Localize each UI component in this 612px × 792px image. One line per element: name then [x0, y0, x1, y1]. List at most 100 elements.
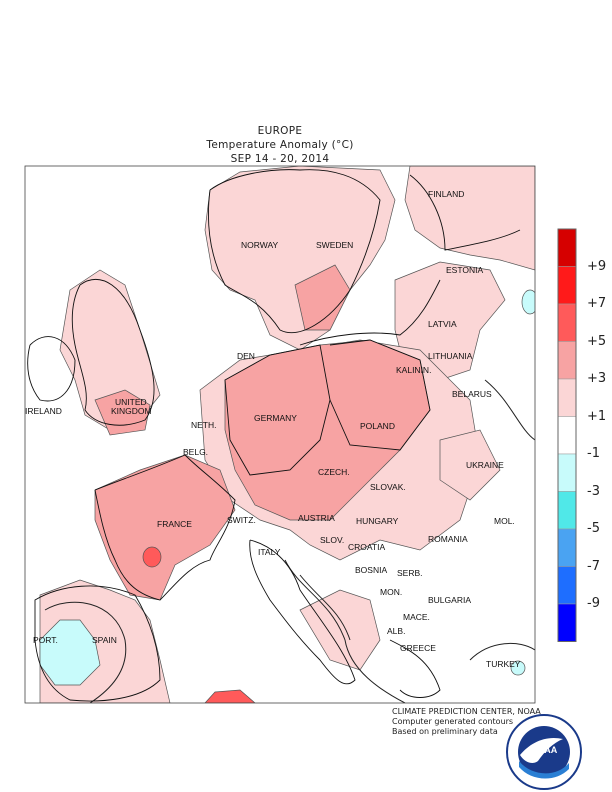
label-mon: MON.	[380, 587, 402, 597]
contour-turkey	[469, 642, 535, 661]
label-port: PORT.	[33, 635, 58, 645]
contour-ukraine-east	[484, 379, 535, 441]
legend-swatch	[557, 266, 577, 305]
coastlines-and-borders	[27, 169, 521, 702]
label-germany: GERMANY	[254, 413, 297, 423]
label-italy: ITALY	[258, 547, 281, 557]
britain-warm-core	[94, 389, 151, 436]
legend-label: +7	[587, 296, 607, 311]
legend-color-bar	[557, 228, 577, 642]
label-france: FRANCE	[157, 519, 192, 529]
iberia-coast	[34, 585, 161, 702]
poland-border	[329, 339, 431, 451]
label-poland: POLAND	[360, 421, 395, 431]
label-alb: ALB.	[387, 626, 405, 636]
ukraine-warm-region	[439, 429, 501, 501]
label-finland: FINLAND	[428, 189, 464, 199]
contour-balkans	[284, 559, 406, 703]
map-title-block: EUROPE Temperature Anomaly (°C) SEP 14 -…	[0, 124, 560, 166]
map-frame	[24, 165, 536, 704]
legend-label: +5	[587, 333, 607, 349]
legend-swatch	[557, 603, 577, 642]
iberia-cool-region	[39, 619, 101, 686]
legend-label: +1	[587, 408, 607, 424]
legend-label: -3	[587, 483, 600, 499]
map-variable-title: Temperature Anomaly (°C)	[206, 139, 354, 151]
contour-balkans-inner	[299, 574, 351, 641]
noaa-logo-bird	[520, 737, 563, 763]
label-switz: SWITZ.	[227, 515, 256, 525]
label-estonia: ESTONIA	[446, 265, 483, 275]
legend-swatch	[557, 491, 577, 530]
label-bulgaria: BULGARIA	[428, 595, 471, 605]
label-united: UNITED	[115, 397, 147, 407]
map-period-title: SEP 14 - 20, 2014	[230, 153, 330, 165]
map-field	[25, 166, 535, 703]
label-serb: SERB.	[397, 568, 423, 578]
uk-coast	[71, 278, 155, 426]
legend-swatch	[557, 566, 577, 605]
contour-iberia	[44, 601, 127, 703]
legend-label: -7	[587, 558, 600, 574]
label-norway: NORWAY	[241, 240, 278, 250]
legend-swatch	[557, 378, 577, 417]
southern-edge-hotspot	[204, 689, 256, 703]
credits-block: CLIMATE PREDICTION CENTER, NOAA Computer…	[392, 707, 541, 737]
label-denmark: DEN	[237, 351, 255, 361]
legend-label: -1	[587, 446, 600, 461]
legend-frame	[557, 228, 577, 642]
label-hungary: HUNGARY	[356, 516, 399, 526]
mediterranean-warm-region	[299, 589, 381, 671]
label-czech: CZECH.	[318, 467, 350, 477]
legend-label: -9	[587, 596, 600, 611]
label-belarus: BELARUS	[452, 389, 492, 399]
map-region-title: EUROPE	[257, 125, 303, 137]
label-spain: SPAIN	[92, 635, 117, 645]
legend-label: +9	[587, 258, 607, 274]
label-kingdom: KINGDOM	[111, 406, 152, 416]
legend-label: -5	[587, 521, 600, 536]
turkey-cool-region	[510, 660, 526, 676]
label-latvia: LATVIA	[428, 319, 457, 329]
label-ukraine: UKRAINE	[466, 460, 504, 470]
legend-swatch	[557, 453, 577, 492]
label-lithuania: LITHUANIA	[428, 351, 473, 361]
legend-swatch	[557, 228, 577, 267]
legend-label: +3	[587, 371, 607, 386]
noaa-logo: NOAA	[506, 714, 582, 790]
legend-swatch	[557, 528, 577, 567]
label-kalinin: KALININ.	[396, 365, 431, 375]
label-sweden: SWEDEN	[316, 240, 353, 250]
legend-swatch	[557, 303, 577, 342]
anomaly-minus1-regions	[39, 289, 535, 686]
label-belg: BELG.	[183, 447, 208, 457]
label-slov: SLOV.	[320, 535, 344, 545]
contour-lines	[44, 379, 535, 703]
russia-cool-region	[521, 289, 535, 315]
credit-line-3: Based on preliminary data	[392, 727, 498, 736]
label-romania: ROMANIA	[428, 534, 468, 544]
label-greece: GREECE	[400, 643, 436, 653]
label-mol: MOL.	[494, 516, 515, 526]
label-austria: AUSTRIA	[298, 513, 335, 523]
southwest-france-hotspot	[142, 546, 162, 568]
credit-line-2: Computer generated contours	[392, 717, 514, 726]
anomaly-plus3-regions	[94, 264, 431, 601]
ireland-coast	[27, 336, 76, 402]
finland-baltic-warm-region	[404, 166, 535, 271]
scandinavia-coast	[207, 169, 381, 334]
finland-coast	[409, 174, 521, 251]
france-coast	[94, 454, 236, 601]
label-ireland: IRELAND	[25, 406, 62, 416]
credit-line-1: CLIMATE PREDICTION CENTER, NOAA	[392, 707, 541, 716]
france-warm-core	[94, 454, 236, 601]
country-labels: FINLAND NORWAY SWEDEN ESTONIA LATVIA LIT…	[25, 189, 521, 669]
greece-coast	[389, 639, 441, 698]
noaa-logo-wave	[519, 761, 569, 779]
label-croatia: CROATIA	[348, 542, 385, 552]
italy-coast	[249, 539, 356, 685]
germany-border	[224, 344, 331, 476]
legend-swatch	[557, 416, 577, 455]
label-slovak: SLOVAK.	[370, 482, 406, 492]
